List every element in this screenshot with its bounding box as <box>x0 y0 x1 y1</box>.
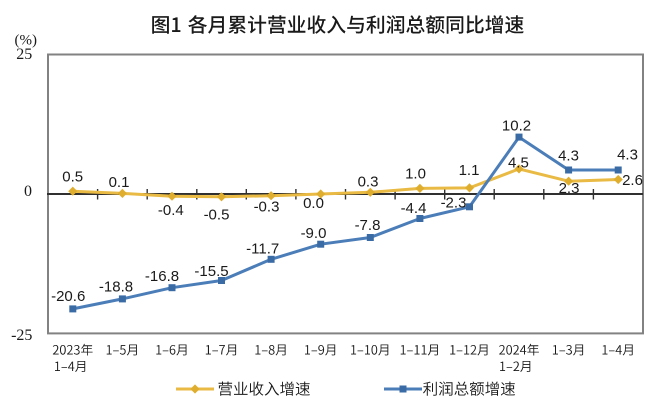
svg-text:-15.5: -15.5 <box>194 263 228 280</box>
svg-text:4.3: 4.3 <box>617 147 638 164</box>
svg-text:-7.8: -7.8 <box>355 217 381 234</box>
svg-text:25: 25 <box>16 46 32 63</box>
svg-text:1.0: 1.0 <box>405 166 426 183</box>
svg-text:4.3: 4.3 <box>558 148 579 165</box>
svg-text:0.1: 0.1 <box>109 174 130 191</box>
svg-text:0.3: 0.3 <box>358 174 379 191</box>
svg-text:-2.3: -2.3 <box>441 195 467 212</box>
svg-text:2.6: 2.6 <box>622 172 643 189</box>
svg-text:-9.0: -9.0 <box>301 225 327 242</box>
svg-text:0.5: 0.5 <box>62 168 83 185</box>
svg-text:-0.5: -0.5 <box>204 207 230 224</box>
svg-text:4.5: 4.5 <box>508 154 529 171</box>
svg-text:10.2: 10.2 <box>502 117 531 134</box>
svg-text:-11.7: -11.7 <box>246 241 279 258</box>
svg-text:(%): (%) <box>15 33 38 49</box>
svg-text:-0.3: -0.3 <box>254 199 280 216</box>
svg-text:-18.8: -18.8 <box>99 279 133 296</box>
svg-text:1.1: 1.1 <box>459 162 480 179</box>
svg-text:-25: -25 <box>11 327 32 344</box>
svg-text:-4.4: -4.4 <box>401 200 427 217</box>
svg-text:-20.6: -20.6 <box>51 288 85 305</box>
svg-text:-16.8: -16.8 <box>145 268 179 285</box>
svg-text:0: 0 <box>24 183 32 200</box>
svg-text:2.3: 2.3 <box>559 180 580 197</box>
svg-text:-0.4: -0.4 <box>158 202 184 219</box>
svg-text:0.0: 0.0 <box>303 195 324 212</box>
